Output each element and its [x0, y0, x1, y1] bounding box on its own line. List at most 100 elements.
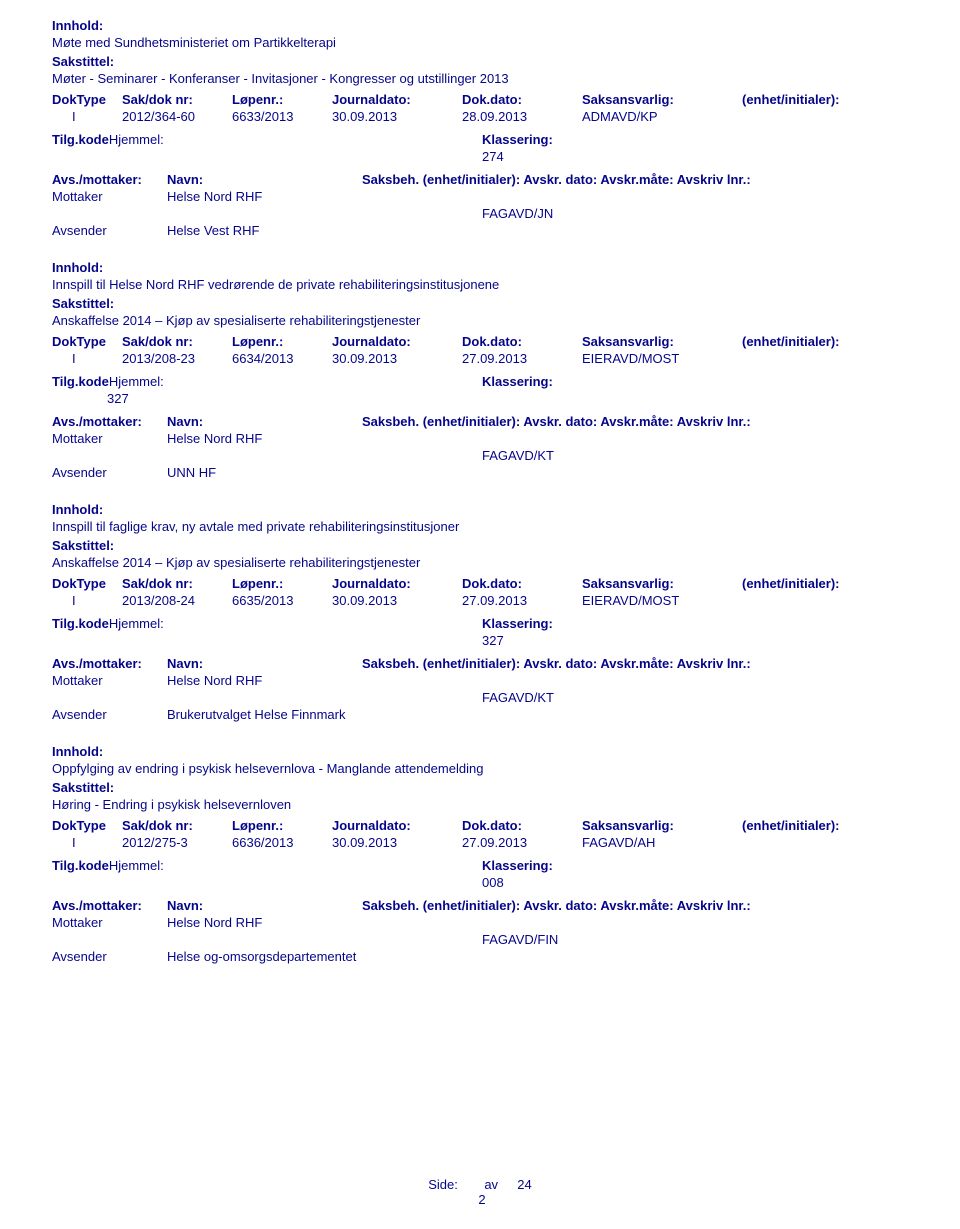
- innhold-value: Oppfylging av endring i psykisk helsever…: [52, 761, 908, 776]
- col-dokdato: Dok.dato:: [462, 818, 582, 833]
- innhold-value: Møte med Sundhetsministeriet om Partikke…: [52, 35, 908, 50]
- avsender-row: AvsenderUNN HF: [52, 465, 908, 480]
- sakstittel-value: Anskaffelse 2014 – Kjøp av spesialiserte…: [52, 555, 908, 570]
- mottaker-row: MottakerHelse Nord RHF: [52, 673, 908, 688]
- page-footer: Side: av 24 2: [0, 1177, 960, 1207]
- avsender-name: UNN HF: [167, 465, 482, 480]
- handler-value: FAGAVD/JN: [482, 206, 553, 221]
- mottaker-row: MottakerHelse Nord RHF: [52, 189, 908, 204]
- col-saksansvarlig: Saksansvarlig:: [582, 576, 742, 591]
- col-journaldato: Journaldato:: [332, 576, 462, 591]
- avsender-row: AvsenderHelse Vest RHF: [52, 223, 908, 238]
- navn-label: Navn:: [167, 172, 362, 187]
- val-doktype: I: [52, 593, 122, 608]
- entries-container: Innhold: Møte med Sundhetsministeriet om …: [52, 18, 908, 964]
- sakstittel-label: Sakstittel:: [52, 780, 114, 795]
- col-sakdoknr: Sak/dok nr:: [122, 576, 232, 591]
- sakstittel-value: Høring - Endring i psykisk helsevernlove…: [52, 797, 908, 812]
- col-journaldato: Journaldato:: [332, 92, 462, 107]
- col-journaldato: Journaldato:: [332, 334, 462, 349]
- avsender-name: Brukerutvalget Helse Finnmark: [167, 707, 482, 722]
- saksbeh-label: Saksbeh. (enhet/initialer): Avskr. dato:…: [362, 414, 908, 429]
- avs-header-row: Avs./mottaker:Navn:Saksbeh. (enhet/initi…: [52, 656, 908, 671]
- avsender-row: AvsenderBrukerutvalget Helse Finnmark: [52, 707, 908, 722]
- mottaker-role: Mottaker: [52, 673, 167, 688]
- avsender-role: Avsender: [52, 465, 167, 480]
- val-dokdato: 27.09.2013: [462, 593, 582, 608]
- col-enhet: (enhet/initialer):: [742, 576, 892, 591]
- meta-value-row: I2012/275-36636/201330.09.201327.09.2013…: [52, 835, 908, 850]
- meta-header-row: DokTypeSak/dok nr:Løpenr.:Journaldato:Do…: [52, 334, 908, 349]
- mottaker-row: MottakerHelse Nord RHF: [52, 915, 908, 930]
- sakstittel-label: Sakstittel:: [52, 296, 114, 311]
- val-lopenr: 6636/2013: [232, 835, 332, 850]
- val-journaldato: 30.09.2013: [332, 593, 462, 608]
- klassering-label: Klassering:: [482, 616, 553, 631]
- avs-mottaker-label: Avs./mottaker:: [52, 898, 167, 913]
- klassering-value-row: 274: [52, 149, 908, 164]
- tilgkode-hjemmel-label: Tilg.kodeHjemmel:: [52, 132, 482, 147]
- klassering-value: 327: [482, 633, 504, 648]
- avs-mottaker-label: Avs./mottaker:: [52, 656, 167, 671]
- klassering-label: Klassering:: [482, 132, 553, 147]
- val-dokdato: 27.09.2013: [462, 351, 582, 366]
- innhold-value: Innspill til Helse Nord RHF vedrørende d…: [52, 277, 908, 292]
- meta-value-row: I2012/364-606633/201330.09.201328.09.201…: [52, 109, 908, 124]
- val-lopenr: 6634/2013: [232, 351, 332, 366]
- val-sakdoknr: 2012/275-3: [122, 835, 232, 850]
- innhold-label: Innhold:: [52, 260, 103, 275]
- saksbeh-label: Saksbeh. (enhet/initialer): Avskr. dato:…: [362, 898, 908, 913]
- klassering-value: 008: [482, 875, 504, 890]
- mottaker-role: Mottaker: [52, 189, 167, 204]
- mottaker-name: Helse Nord RHF: [167, 673, 482, 688]
- val-dokdato: 28.09.2013: [462, 109, 582, 124]
- sakstittel-value: Anskaffelse 2014 – Kjøp av spesialiserte…: [52, 313, 908, 328]
- col-lopenr: Løpenr.:: [232, 334, 332, 349]
- val-journaldato: 30.09.2013: [332, 351, 462, 366]
- mottaker-role: Mottaker: [52, 431, 167, 446]
- avs-header-row: Avs./mottaker:Navn:Saksbeh. (enhet/initi…: [52, 414, 908, 429]
- page: Innhold: Møte med Sundhetsministeriet om …: [0, 0, 960, 1229]
- tilg-row: Tilg.kodeHjemmel:Klassering:: [52, 616, 908, 631]
- mottaker-name: Helse Nord RHF: [167, 915, 482, 930]
- avs-mottaker-label: Avs./mottaker:: [52, 172, 167, 187]
- val-dokdato: 27.09.2013: [462, 835, 582, 850]
- tilg-row: Tilg.kodeHjemmel:Klassering:: [52, 132, 908, 147]
- sakstittel-label: Sakstittel:: [52, 54, 114, 69]
- col-doktype: DokType: [52, 576, 122, 591]
- innhold-label: Innhold:: [52, 18, 103, 33]
- meta-value-row: I2013/208-236634/201330.09.201327.09.201…: [52, 351, 908, 366]
- mottaker-name: Helse Nord RHF: [167, 189, 482, 204]
- mottaker-name: Helse Nord RHF: [167, 431, 482, 446]
- val-doktype: I: [52, 109, 122, 124]
- footer-side-label: Side:: [428, 1177, 458, 1192]
- meta-header-row: DokTypeSak/dok nr:Løpenr.:Journaldato:Do…: [52, 92, 908, 107]
- col-lopenr: Løpenr.:: [232, 818, 332, 833]
- journal-entry: Innhold: Møte med Sundhetsministeriet om …: [52, 18, 908, 238]
- col-saksansvarlig: Saksansvarlig:: [582, 92, 742, 107]
- handler-value: FAGAVD/FIN: [482, 932, 558, 947]
- val-lopenr: 6635/2013: [232, 593, 332, 608]
- col-dokdato: Dok.dato:: [462, 576, 582, 591]
- col-doktype: DokType: [52, 92, 122, 107]
- footer-av-label: av: [484, 1177, 498, 1192]
- klassering-value: 274: [482, 149, 504, 164]
- val-saksansvarlig: EIERAVD/MOST: [582, 593, 742, 608]
- klassering-label: Klassering:: [482, 858, 553, 873]
- meta-header-row: DokTypeSak/dok nr:Løpenr.:Journaldato:Do…: [52, 818, 908, 833]
- avsender-row: AvsenderHelse og-omsorgsdepartementet: [52, 949, 908, 964]
- klassering-value-row: 008: [52, 875, 908, 890]
- col-doktype: DokType: [52, 334, 122, 349]
- navn-label: Navn:: [167, 898, 362, 913]
- val-journaldato: 30.09.2013: [332, 109, 462, 124]
- col-dokdato: Dok.dato:: [462, 92, 582, 107]
- col-saksansvarlig: Saksansvarlig:: [582, 818, 742, 833]
- footer-page-current: 2: [4, 1192, 960, 1207]
- journal-entry: Innhold: Oppfylging av endring i psykisk …: [52, 744, 908, 964]
- col-sakdoknr: Sak/dok nr:: [122, 334, 232, 349]
- saksbeh-label: Saksbeh. (enhet/initialer): Avskr. dato:…: [362, 656, 908, 671]
- sakstittel-label: Sakstittel:: [52, 538, 114, 553]
- col-enhet: (enhet/initialer):: [742, 818, 892, 833]
- sakstittel-value: Møter - Seminarer - Konferanser - Invita…: [52, 71, 908, 86]
- innhold-label: Innhold:: [52, 744, 103, 759]
